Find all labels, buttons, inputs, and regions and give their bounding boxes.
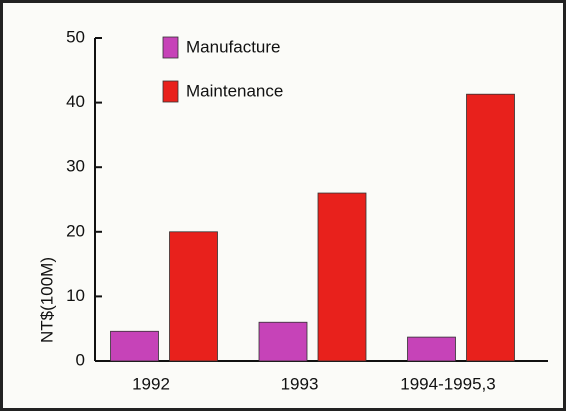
y-tick-label: 20 [66,221,85,240]
bar [317,192,367,362]
y-tick-label: 30 [66,157,85,176]
legend-label: Maintenance [186,81,283,100]
bar [258,321,308,362]
bar [110,330,159,362]
x-tick-label: 1994-1995,3 [400,374,495,393]
y-tick-label: 50 [66,27,85,46]
bar [466,93,515,362]
x-tick-label: 1992 [132,374,170,393]
bar [169,231,218,362]
bar [407,336,456,362]
y-tick-label: 0 [76,350,85,369]
legend-swatch [162,80,179,103]
y-axis-label: NT$(100M) [37,257,56,343]
y-tick-label: 40 [66,92,85,111]
legend-label: Manufacture [186,37,281,56]
legend-swatch [162,36,179,59]
x-tick-label: 1993 [281,374,319,393]
y-tick-label: 10 [66,286,85,305]
